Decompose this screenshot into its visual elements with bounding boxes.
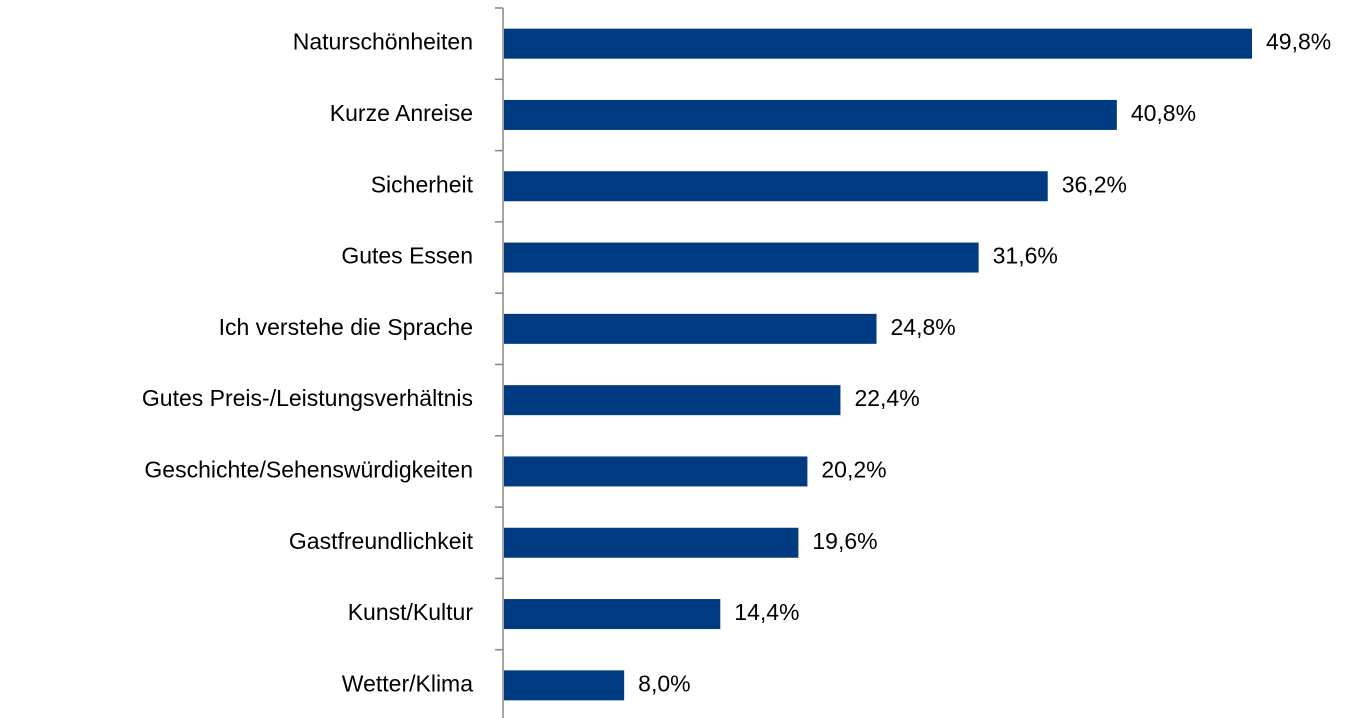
bar (504, 313, 877, 344)
category-label: Naturschönheiten (293, 29, 473, 55)
bar (504, 456, 808, 487)
data-label: 8,0% (638, 670, 690, 696)
data-label: 49,8% (1266, 29, 1331, 55)
data-label: 36,2% (1062, 171, 1127, 197)
category-label: Gastfreundlichkeit (289, 528, 474, 554)
data-label: 24,8% (890, 314, 955, 340)
data-label: 20,2% (821, 457, 886, 483)
bar (504, 385, 841, 416)
category-label: Gutes Preis-/Leistungsverhältnis (142, 385, 473, 411)
bar (504, 99, 1117, 130)
bar (504, 670, 625, 701)
bar (504, 28, 1252, 59)
bar (504, 171, 1048, 202)
category-label: Gutes Essen (341, 243, 473, 269)
data-label: 22,4% (854, 385, 919, 411)
data-label: 19,6% (812, 528, 877, 554)
category-label: Wetter/Klima (342, 670, 473, 696)
bar (504, 599, 721, 630)
data-label: 40,8% (1131, 100, 1196, 126)
data-label: 31,6% (993, 243, 1058, 269)
category-label: Sicherheit (371, 171, 474, 197)
data-label: 14,4% (734, 599, 799, 625)
bar (504, 527, 799, 558)
category-label: Kurze Anreise (330, 100, 473, 126)
category-label: Ich verstehe die Sprache (219, 314, 473, 340)
category-label: Geschichte/Sehenswürdigkeiten (144, 457, 473, 483)
bar (504, 242, 979, 273)
category-label: Kunst/Kultur (348, 599, 474, 625)
